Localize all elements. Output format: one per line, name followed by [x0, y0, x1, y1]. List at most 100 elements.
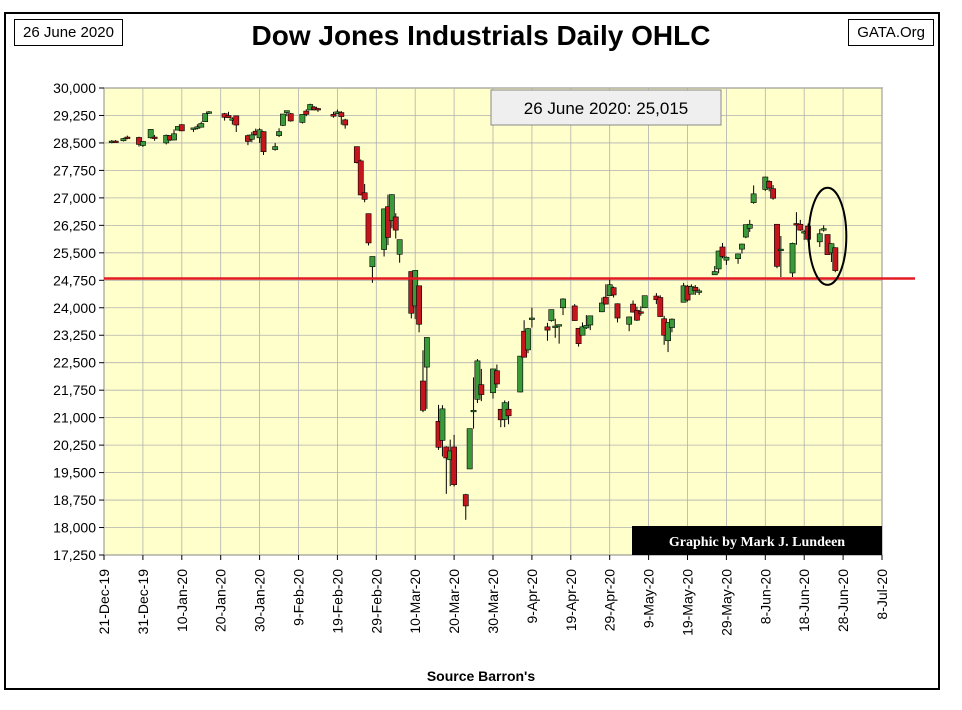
candle-body [303, 110, 310, 115]
candle-body [766, 181, 773, 189]
candle-body [735, 253, 741, 259]
candle [634, 306, 640, 321]
candle-body [283, 110, 290, 113]
candle [493, 364, 500, 388]
candle [587, 315, 594, 331]
x-tick-label: 30-Jan-20 [252, 569, 268, 632]
candle [280, 113, 286, 127]
candle-body [692, 286, 699, 291]
candle [525, 327, 531, 354]
candle [353, 146, 360, 164]
candle [233, 115, 240, 132]
candle [272, 142, 279, 151]
candle-body [575, 327, 582, 344]
candle-body [548, 309, 555, 321]
candle [583, 315, 590, 330]
y-tick-label: 27,750 [53, 162, 96, 178]
candle [420, 350, 426, 413]
candle-body [124, 136, 131, 139]
candle [396, 239, 403, 263]
candle-body [206, 111, 212, 114]
candle [626, 316, 633, 332]
x-tick-label: 8-Jun-20 [757, 569, 773, 624]
y-tick-label: 18,000 [53, 520, 96, 536]
x-tick-label: 19-Feb-20 [329, 569, 345, 634]
candle-body [112, 140, 119, 143]
candle [657, 295, 664, 317]
candle-body [120, 138, 127, 142]
candle [136, 136, 142, 147]
y-tick-label: 18,750 [53, 492, 96, 508]
candle [416, 285, 422, 333]
credit-label: Graphic by Mark J. Lundeen [669, 535, 845, 550]
candle-body [739, 243, 745, 250]
highlight-circle [807, 186, 848, 286]
candle-body [311, 106, 317, 110]
candle-body [439, 408, 446, 441]
candle-body [420, 380, 426, 411]
candle-body [770, 188, 776, 199]
candle [739, 243, 745, 254]
x-tick-label: 18-Jun-20 [796, 569, 812, 632]
x-tick-label: 19-May-20 [680, 569, 696, 636]
candle-body [742, 224, 749, 238]
candle-body [493, 370, 500, 385]
candle [742, 224, 749, 239]
chart-title: Dow Jones Industrials Daily OHLC [251, 20, 711, 51]
candle [342, 118, 349, 129]
candle [637, 306, 644, 316]
y-tick-label: 29,250 [53, 107, 96, 123]
candle-body [696, 290, 703, 293]
candle-body [233, 115, 240, 126]
y-tick-label: 21,000 [53, 410, 96, 426]
y-tick-label: 25,500 [53, 245, 96, 261]
candle-body [560, 298, 566, 309]
candle-body [614, 303, 621, 319]
candle [194, 124, 201, 130]
candle-body [462, 494, 469, 507]
candle [330, 111, 337, 118]
x-tick-label: 29-Feb-20 [368, 569, 384, 634]
candle [466, 428, 473, 470]
candle [789, 242, 796, 277]
y-tick-label: 27,000 [53, 190, 96, 206]
candle-body [330, 114, 337, 117]
candle-body [451, 446, 457, 485]
candle-body [634, 310, 640, 321]
candle-body [579, 326, 586, 336]
source-label: Source Barron's [426, 668, 536, 684]
candle [198, 121, 205, 128]
candle [602, 284, 609, 305]
candle-body [583, 325, 590, 329]
candle-body [392, 216, 399, 231]
x-tick-label: 28-Jun-20 [835, 569, 851, 632]
candle-body [544, 326, 551, 331]
x-tick-label: 9-Apr-20 [524, 569, 540, 624]
candle-body [136, 137, 142, 145]
candle-body [719, 246, 726, 257]
candle-body [665, 322, 671, 342]
candle-body [416, 285, 422, 325]
y-tick-label: 24,000 [53, 300, 96, 316]
y-tick-label: 19,500 [53, 465, 96, 481]
candle-body [556, 324, 563, 327]
candle-body [466, 428, 473, 470]
candle [723, 256, 730, 265]
candle-body [715, 250, 722, 270]
candle-body [299, 114, 306, 123]
candle [206, 111, 212, 115]
candle-body [280, 113, 286, 126]
candle-body [365, 213, 372, 244]
candle [140, 141, 146, 147]
candle-body [571, 305, 578, 321]
candle-body [797, 223, 804, 231]
candle [669, 318, 675, 333]
candle-body [711, 271, 718, 276]
y-tick-label: 20,250 [53, 437, 96, 453]
candle-body [423, 337, 430, 368]
candle [287, 112, 294, 122]
candle [338, 111, 345, 125]
candle [548, 309, 555, 322]
y-tick-label: 26,250 [53, 217, 96, 233]
